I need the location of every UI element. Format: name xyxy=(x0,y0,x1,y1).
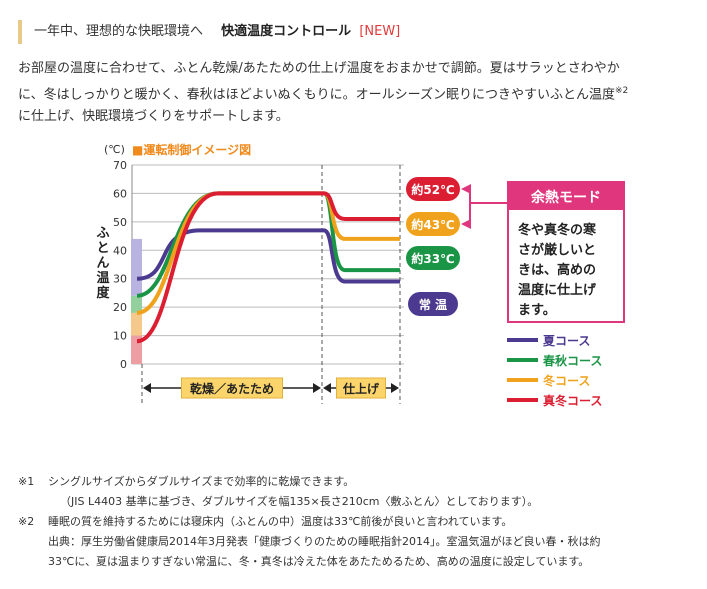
start-range-bar xyxy=(131,335,142,364)
callout-line: ます。 xyxy=(518,303,556,318)
header-lead: 一年中、理想的な快眠環境へ xyxy=(34,24,204,39)
callout-arrow-head xyxy=(461,184,471,194)
intro-line: に、冬はしっかりと暖かく、春秋はほどよいぬくもりに。オールシーズン眠りにつきやす… xyxy=(18,86,629,103)
finish-badge-bg xyxy=(408,292,458,316)
y-tick-label: 0 xyxy=(120,358,127,371)
footnote-line: ※2 睡眠の質を維持するためには寝床内（ふとんの中）温度は33℃前後が良いと言われ… xyxy=(18,512,698,532)
chart-title: ■運転制御イメージ図 xyxy=(132,142,251,157)
footnote-line: 出典：厚生労働省健康局2014年3月発表「健康づくりのための睡眠指針2014」。… xyxy=(18,532,698,552)
series-line-3 xyxy=(136,191,400,344)
y-tick-label: 20 xyxy=(113,301,127,314)
series-line-0 xyxy=(136,228,400,284)
footnote-line: 33℃に、夏は温まりすぎない常温に、冬・真冬は冷えた体をあたためるため、高めの温… xyxy=(18,552,698,572)
footnote-line: （JIS L4403 基準に基づき、ダブルサイズを幅135×長さ210cm〈敷ふ… xyxy=(18,492,698,512)
intro-line: お部屋の温度に合わせて、ふとん乾燥/あたための仕上げ温度をおまかせで調節。夏はサ… xyxy=(18,61,620,76)
callout-arrow-head xyxy=(461,219,471,229)
y-axis-label-char: ん xyxy=(96,256,109,271)
callout-line: さが厳しいと xyxy=(518,242,596,258)
phase-finish-arrow-head xyxy=(323,383,331,393)
phase-dry-label-bg xyxy=(181,377,283,399)
callout-line: きは、高めの xyxy=(518,262,596,278)
phase-finish-arrow-head xyxy=(391,383,399,393)
finish-badge-label: 約52℃ xyxy=(411,182,454,197)
footnote-text: 出典：厚生労働省健康局2014年3月発表「健康づくりのための睡眠指針2014」。… xyxy=(48,535,601,548)
y-axis-label-char: 度 xyxy=(96,285,110,301)
start-range-bar xyxy=(131,238,142,296)
footnote-ref: ※2 xyxy=(614,86,629,96)
footnote-mark: ※2 xyxy=(18,515,35,528)
finish-badge-label: 常 温 xyxy=(419,297,447,312)
y-tick-label: 10 xyxy=(113,330,127,343)
legend-label: 夏コース xyxy=(543,334,590,348)
phase-finish-label: 仕上げ xyxy=(342,381,380,396)
footnote-text: シングルサイズからダブルサイズまで効率的に乾燥できます。 xyxy=(48,475,355,488)
legend-label: 真冬コース xyxy=(543,393,602,408)
phase-finish-label-bg xyxy=(336,377,386,399)
callout-line: 温度に仕上げ xyxy=(518,282,597,298)
finish-badge-bg xyxy=(406,246,460,270)
footnotes: ※1 シングルサイズからダブルサイズまで効率的に乾燥できます。 （JIS L4403… xyxy=(18,472,698,572)
unit-label: (℃) xyxy=(104,143,125,156)
section-header: 一年中、理想的な快眠環境へ 快適温度コントロール [NEW] xyxy=(18,20,400,44)
callout-title: 余熱モード xyxy=(530,189,601,206)
new-badge: [NEW] xyxy=(359,24,401,39)
finish-badge-label: 約33℃ xyxy=(411,251,454,266)
footnote-text: （JIS L4403 基準に基づき、ダブルサイズを幅135×長さ210cm〈敷ふ… xyxy=(60,495,539,508)
phase-dry-arrow-head xyxy=(143,383,151,393)
intro-line: に仕上げ、快眠環境づくりをサポートします。 xyxy=(18,109,289,125)
finish-badge-bg xyxy=(406,212,460,236)
phase-dry-label: 乾燥／あたため xyxy=(190,381,274,396)
legend-label: 冬コース xyxy=(543,373,590,388)
y-tick-label: 40 xyxy=(113,244,127,257)
y-axis-label-char: ふ xyxy=(96,226,109,241)
y-tick-label: 60 xyxy=(113,187,127,200)
finish-badge-label: 約43℃ xyxy=(411,217,454,232)
y-axis-label-char: 温 xyxy=(96,271,109,286)
footnote-text: 33℃に、夏は温まりすぎない常温に、冬・真冬は冷えた体をあたためるため、高めの温… xyxy=(48,555,590,568)
start-range-bar xyxy=(131,295,142,313)
y-tick-label: 50 xyxy=(113,216,127,229)
footnote-text: 睡眠の質を維持するためには寝床内（ふとんの中）温度は33℃前後が良いと言われてい… xyxy=(48,515,513,528)
intro-text: お部屋の温度に合わせて、ふとん乾燥/あたための仕上げ温度をおまかせで調節。夏はサ… xyxy=(18,58,690,128)
finish-badge-bg xyxy=(406,177,460,201)
y-tick-label: 70 xyxy=(113,159,127,172)
phase-dry-arrow-head xyxy=(313,383,321,393)
legend-label: 春秋コース xyxy=(542,353,602,368)
footnote-line: ※1 シングルサイズからダブルサイズまで効率的に乾燥できます。 xyxy=(18,472,698,492)
callout-line: 冬や真冬の寒 xyxy=(518,222,597,238)
header-title: 快適温度コントロール xyxy=(221,24,352,39)
temperature-chart: 0 10 20 30 40 50 60 70 (℃) ■運転制御イメージ図ふとん温度乾燥／あたため… xyxy=(96,142,625,408)
footnote-mark: ※1 xyxy=(18,475,35,488)
callout-connector xyxy=(469,189,508,204)
y-tick-label: 30 xyxy=(113,273,127,286)
start-range-bar xyxy=(131,312,142,336)
callout-title-bg xyxy=(508,182,624,210)
y-axis-label-char: と xyxy=(96,241,109,256)
